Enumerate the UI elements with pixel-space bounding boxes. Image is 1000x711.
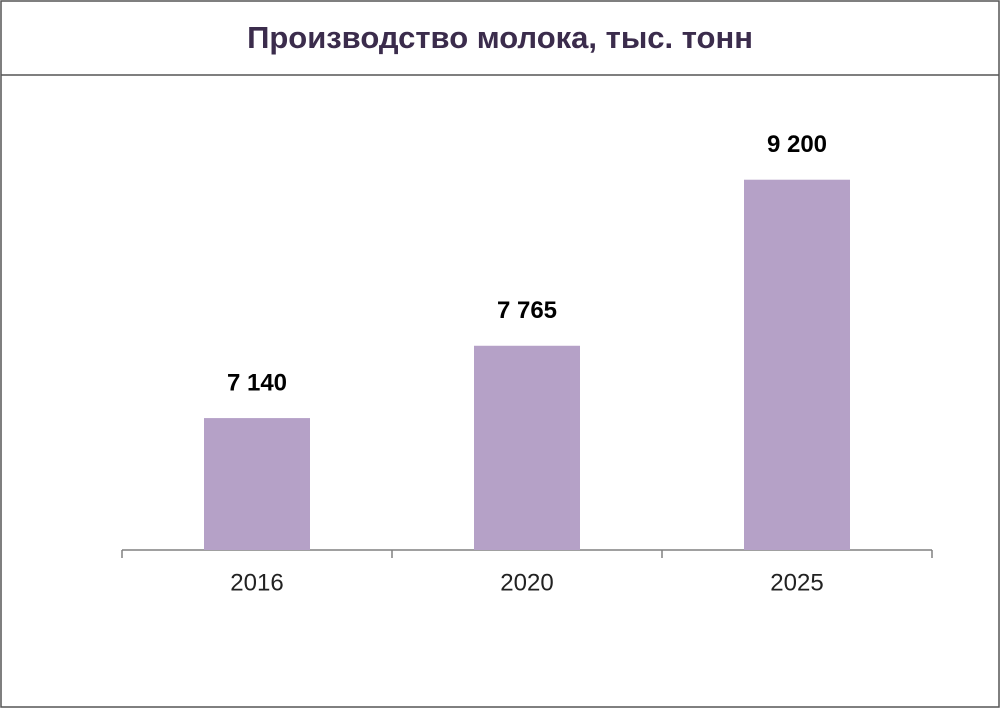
bar — [474, 345, 580, 550]
value-label: 7 140 — [227, 369, 287, 396]
x-tick-label: 2020 — [500, 569, 553, 596]
value-label: 9 200 — [767, 131, 827, 158]
value-label: 7 765 — [497, 297, 557, 324]
bar — [204, 418, 310, 550]
x-tick-label: 2016 — [230, 569, 283, 596]
chart-title: Производство молока, тыс. тонн — [247, 20, 753, 55]
bar — [744, 179, 850, 550]
x-tick-label: 2025 — [770, 569, 823, 596]
